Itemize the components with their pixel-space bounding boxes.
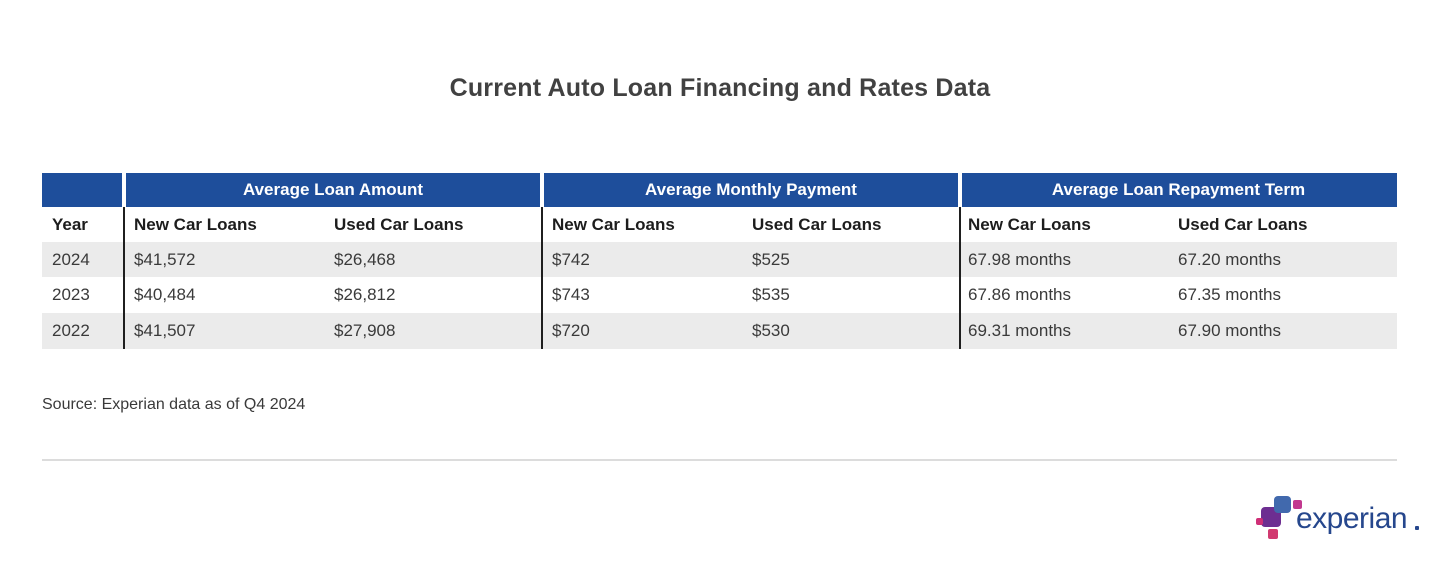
value-cell: 67.20 months [1178, 249, 1282, 269]
table-row: 2023 $40,484 $26,812 $743 $535 67.86 mon… [42, 277, 1397, 313]
group-header-repayment-term: Average Loan Repayment Term [1051, 180, 1306, 199]
trademark-dot-icon [1415, 526, 1419, 530]
source-note: Source: Experian data as of Q4 2024 [42, 396, 306, 413]
header-gap [540, 173, 544, 207]
column-header-used-car-loans: Used Car Loans [334, 214, 464, 234]
value-cell: 67.90 months [1178, 321, 1282, 340]
column-separator [959, 207, 961, 349]
value-cell: $27,908 [334, 321, 396, 340]
column-header-new-car-loans: New Car Loans [552, 214, 675, 234]
column-separator [123, 207, 125, 349]
column-header-new-car-loans: New Car Loans [968, 214, 1091, 234]
column-header-used-car-loans: Used Car Loans [1178, 214, 1308, 234]
header-gap [958, 173, 962, 207]
value-cell: 69.31 months [968, 321, 1072, 340]
value-cell: $26,468 [334, 249, 396, 269]
value-cell: $530 [752, 321, 790, 340]
column-header-new-car-loans: New Car Loans [134, 214, 257, 234]
experian-wordmark: experian [1296, 502, 1408, 535]
table-row: 2022 $41,507 $27,908 $720 $530 69.31 mon… [42, 313, 1397, 349]
column-header-year: Year [52, 214, 88, 234]
auto-loan-data-table: Average Loan Amount Average Monthly Paym… [42, 173, 1397, 349]
table-row: 2024 $41,572 $26,468 $742 $525 67.98 mon… [42, 242, 1397, 277]
table-header-bar: Average Loan Amount Average Monthly Paym… [42, 173, 1397, 207]
value-cell: $41,572 [134, 249, 196, 269]
table-subheader-row: Year New Car Loans Used Car Loans New Ca… [42, 207, 1397, 242]
logo-blue-square-icon [1274, 496, 1291, 513]
logo-pink-square-icon [1268, 529, 1278, 539]
divider-line [42, 459, 1397, 461]
value-cell: $41,507 [134, 321, 196, 340]
value-cell: $743 [552, 285, 590, 304]
value-cell: 67.98 months [968, 249, 1072, 269]
header-gap [122, 173, 126, 207]
year-cell: 2023 [52, 285, 90, 304]
experian-logo: experian [1252, 490, 1432, 546]
value-cell: 67.35 months [1178, 285, 1282, 304]
group-header-monthly-payment: Average Monthly Payment [645, 180, 857, 199]
logo-pink-square-icon [1256, 518, 1263, 525]
logo-magenta-square-icon [1293, 500, 1302, 509]
value-cell: $525 [752, 249, 790, 269]
value-cell: 67.86 months [968, 285, 1072, 304]
page-title: Current Auto Loan Financing and Rates Da… [449, 74, 991, 102]
year-cell: 2022 [52, 321, 90, 340]
value-cell: $535 [752, 285, 790, 304]
year-cell: 2024 [52, 249, 90, 269]
value-cell: $720 [552, 321, 590, 340]
group-header-loan-amount: Average Loan Amount [242, 180, 424, 199]
column-header-used-car-loans: Used Car Loans [752, 214, 882, 234]
value-cell: $742 [552, 249, 590, 269]
value-cell: $26,812 [334, 285, 396, 304]
value-cell: $40,484 [134, 285, 196, 304]
column-separator [541, 207, 543, 349]
